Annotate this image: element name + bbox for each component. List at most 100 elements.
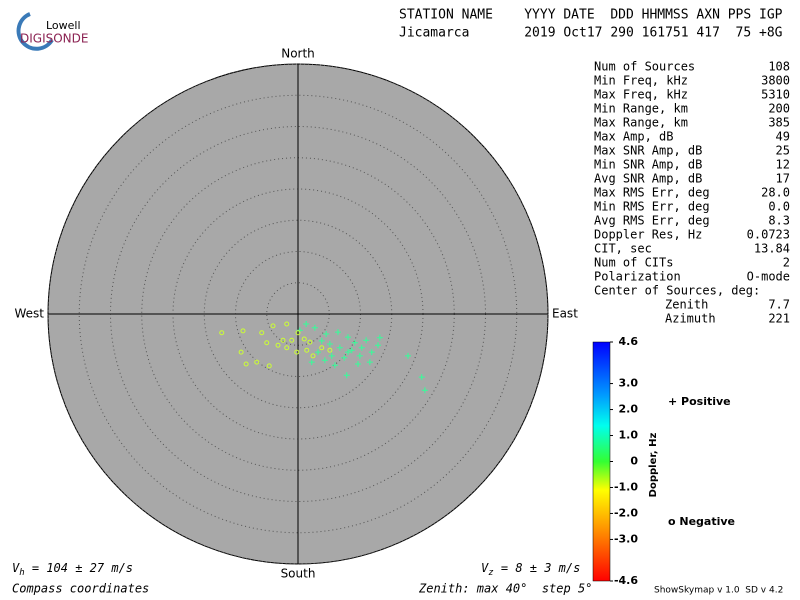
stat-value: 13.84 [754, 242, 790, 256]
stat-label: Min RMS Err, deg [594, 200, 710, 214]
stat-value: 5310 [761, 88, 790, 102]
stat-label: Avg SNR Amp, dB [594, 172, 702, 186]
source-point [336, 344, 343, 351]
stat-value: 385 [768, 116, 790, 130]
source-point [405, 352, 411, 359]
source-point [345, 349, 351, 356]
source-point [326, 341, 333, 347]
source-point [243, 361, 249, 367]
source-point [358, 344, 365, 351]
source-point [351, 339, 358, 346]
source-point [319, 345, 325, 351]
source-point [310, 353, 316, 359]
source-point [301, 336, 307, 342]
source-point [266, 363, 272, 369]
stat-value: 12 [776, 158, 790, 172]
stat-label: Max RMS Err, deg [594, 186, 710, 200]
colorbar-tick-label: 2.0 [619, 403, 639, 416]
source-point [328, 352, 335, 359]
colorbar-tick-label: -2.0 [614, 506, 638, 519]
source-point [240, 328, 246, 334]
source-point [280, 337, 286, 343]
center-label: Zenith [665, 298, 708, 312]
colorbar-tick-label: 4.6 [619, 335, 639, 348]
header-values: Jicamarca 2019 Oct17 290 161751 417 75 +… [399, 26, 783, 41]
logo-top: Lowell [46, 19, 81, 32]
source-point [418, 374, 425, 381]
velocity-text: Vh = 104 ± 27 m/s [12, 561, 133, 578]
header-labels: STATION NAME YYYY DATE DDD HHMMSS AXN PP… [399, 8, 783, 23]
legend-entry: o Negative [668, 515, 735, 528]
source-point [275, 342, 281, 348]
source-point [331, 362, 338, 369]
stat-value: O-mode [747, 270, 790, 284]
version-text: ShowSkymap v 1.0 SD v 4.2 [654, 586, 783, 596]
stat-label: Max SNR Amp, dB [594, 144, 702, 158]
stat-label: Min Range, km [594, 102, 688, 116]
legend-entry: + Positive [668, 395, 731, 408]
stat-value: 2 [783, 256, 790, 270]
source-point [368, 349, 375, 356]
colorbar-tick-label: -4.6 [614, 574, 638, 587]
direction-label: South [281, 567, 316, 581]
direction-label: West [14, 307, 44, 321]
stat-value: 25 [776, 144, 790, 158]
stat-value: 8.3 [768, 214, 790, 228]
colorbar-tick-label: 1.0 [619, 429, 639, 442]
source-point [363, 337, 370, 344]
logo-arc [16, 12, 54, 51]
stat-value: 108 [768, 60, 790, 74]
source-point [335, 329, 341, 336]
colorbar [592, 341, 611, 582]
colorbar-tick-label: 0 [630, 455, 638, 468]
source-point [318, 337, 325, 344]
stat-label: Polarization [594, 270, 681, 284]
source-point [284, 345, 290, 351]
stat-label: Min Freq, kHz [594, 74, 688, 88]
colorbar-tick-label: -3.0 [614, 532, 638, 545]
source-point [307, 339, 313, 345]
colorbar-tick-label: -1.0 [614, 480, 638, 493]
zenith-text: Zenith: max 40° step 5° [418, 582, 592, 596]
source-point [323, 331, 330, 337]
center-label: Azimuth [665, 312, 716, 326]
stat-label: Num of CITs [594, 256, 673, 270]
direction-label: East [552, 307, 578, 321]
source-point [348, 347, 355, 354]
source-point [295, 330, 301, 336]
source-point [355, 361, 361, 367]
source-point [356, 352, 363, 359]
source-point [303, 321, 310, 327]
source-point [421, 387, 428, 394]
stat-label: Min SNR Amp, dB [594, 158, 702, 172]
source-point [366, 359, 373, 366]
source-point [259, 330, 265, 336]
source-point [327, 347, 333, 353]
source-point [264, 340, 270, 346]
stat-label: Avg RMS Err, deg [594, 214, 710, 228]
stat-value: 3800 [761, 74, 790, 88]
source-point [376, 334, 383, 341]
colorbar-label: Doppler, Hz [648, 433, 659, 498]
stat-value: 0.0723 [747, 228, 790, 242]
center-value: 221 [768, 312, 790, 326]
source-point [345, 334, 351, 341]
stat-value: 0.0 [768, 200, 790, 214]
stat-label: Doppler Res, Hz [594, 228, 702, 242]
velocity-text: Vz = 8 ± 3 m/s [481, 561, 580, 578]
stat-label: Max Freq, kHz [594, 88, 688, 102]
source-point [304, 347, 310, 353]
stat-value: 49 [776, 130, 790, 144]
source-point [289, 337, 295, 343]
source-point [341, 354, 348, 361]
stat-value: 17 [776, 172, 790, 186]
stat-label: Num of Sources [594, 60, 695, 74]
source-point [311, 324, 318, 331]
stat-value: 200 [768, 102, 790, 116]
source-point [343, 372, 350, 379]
coords-text: Compass coordinates [12, 582, 149, 596]
source-point [294, 349, 300, 355]
source-point [254, 359, 260, 365]
center-title: Center of Sources, deg: [594, 284, 760, 298]
